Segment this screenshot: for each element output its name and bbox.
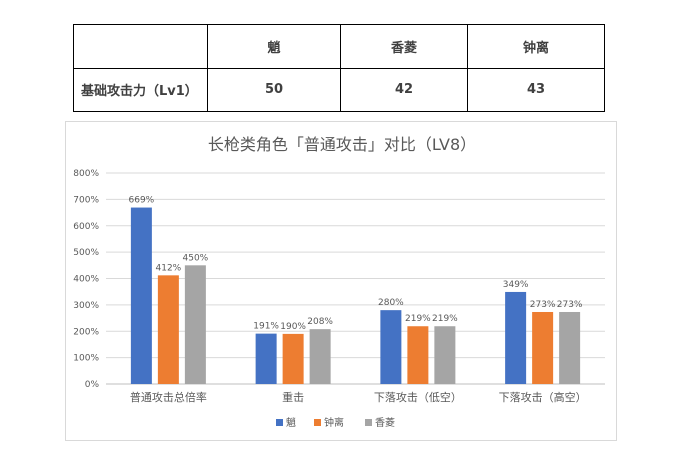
data-label: 412% [156, 263, 182, 273]
table-cell: 43 [467, 67, 605, 112]
legend-label: 香菱 [375, 417, 395, 429]
data-label: 191% [253, 322, 279, 332]
legend-swatch [276, 419, 283, 426]
legend-swatch [314, 419, 321, 426]
legend-label: 魈 [286, 416, 296, 429]
bar [157, 275, 179, 384]
x-tick-label: 下落攻击（低空） [374, 390, 462, 404]
bar [309, 329, 331, 384]
data-label: 280% [378, 298, 404, 308]
data-label: 349% [503, 280, 529, 290]
data-label: 669% [129, 196, 155, 206]
stats-table: 魈 香菱 钟离 基础攻击力（Lv1） 50 42 43 [73, 24, 605, 112]
bar [282, 333, 304, 384]
data-label: 273% [530, 300, 556, 310]
data-label: 190% [280, 322, 306, 332]
x-tick-label: 重击 [282, 390, 304, 404]
y-tick-label: 700% [73, 195, 99, 205]
table-header-row: 魈 香菱 钟离 [73, 24, 605, 69]
y-tick-label: 100% [73, 354, 99, 364]
y-tick-label: 300% [73, 301, 99, 311]
bar [407, 326, 429, 384]
column-header: 魈 [207, 24, 341, 69]
bar [559, 311, 581, 384]
y-tick-label: 200% [73, 327, 99, 337]
bar [380, 310, 402, 384]
chart-container: 长枪类角色「普通攻击」对比（LV8） 0% 100% 200% 300% 400% 500… [65, 121, 617, 441]
column-header: 香菱 [340, 24, 468, 69]
column-header: 钟离 [467, 24, 605, 69]
row-header: 基础攻击力（Lv1） [73, 67, 208, 112]
data-label: 219% [405, 314, 431, 324]
legend-swatch [365, 419, 372, 426]
table-corner-cell [73, 24, 208, 69]
x-tick-label: 下落攻击（高空） [499, 390, 587, 404]
bar [434, 326, 456, 384]
y-tick-label: 400% [73, 275, 99, 285]
data-label: 273% [557, 300, 583, 310]
y-tick-label: 800% [73, 169, 99, 179]
y-tick-label: 600% [73, 222, 99, 232]
y-tick-label: 500% [73, 248, 99, 258]
chart-title: 长枪类角色「普通攻击」对比（LV8） [208, 135, 476, 154]
bar [130, 207, 152, 384]
bar [184, 265, 206, 384]
table-cell: 42 [340, 67, 468, 112]
bar [255, 333, 277, 384]
data-label: 219% [432, 314, 458, 324]
bar [505, 291, 527, 384]
data-label: 208% [307, 317, 333, 327]
table-cell: 50 [207, 67, 341, 112]
table-row: 基础攻击力（Lv1） 50 42 43 [73, 67, 605, 112]
data-label: 450% [183, 253, 209, 263]
legend-label: 钟离 [324, 416, 344, 429]
y-tick-label: 0% [85, 380, 100, 390]
bar-chart: 长枪类角色「普通攻击」对比（LV8） 0% 100% 200% 300% 400% 500… [73, 135, 605, 429]
bar [532, 311, 554, 384]
x-tick-label: 普通攻击总倍率 [130, 390, 207, 404]
